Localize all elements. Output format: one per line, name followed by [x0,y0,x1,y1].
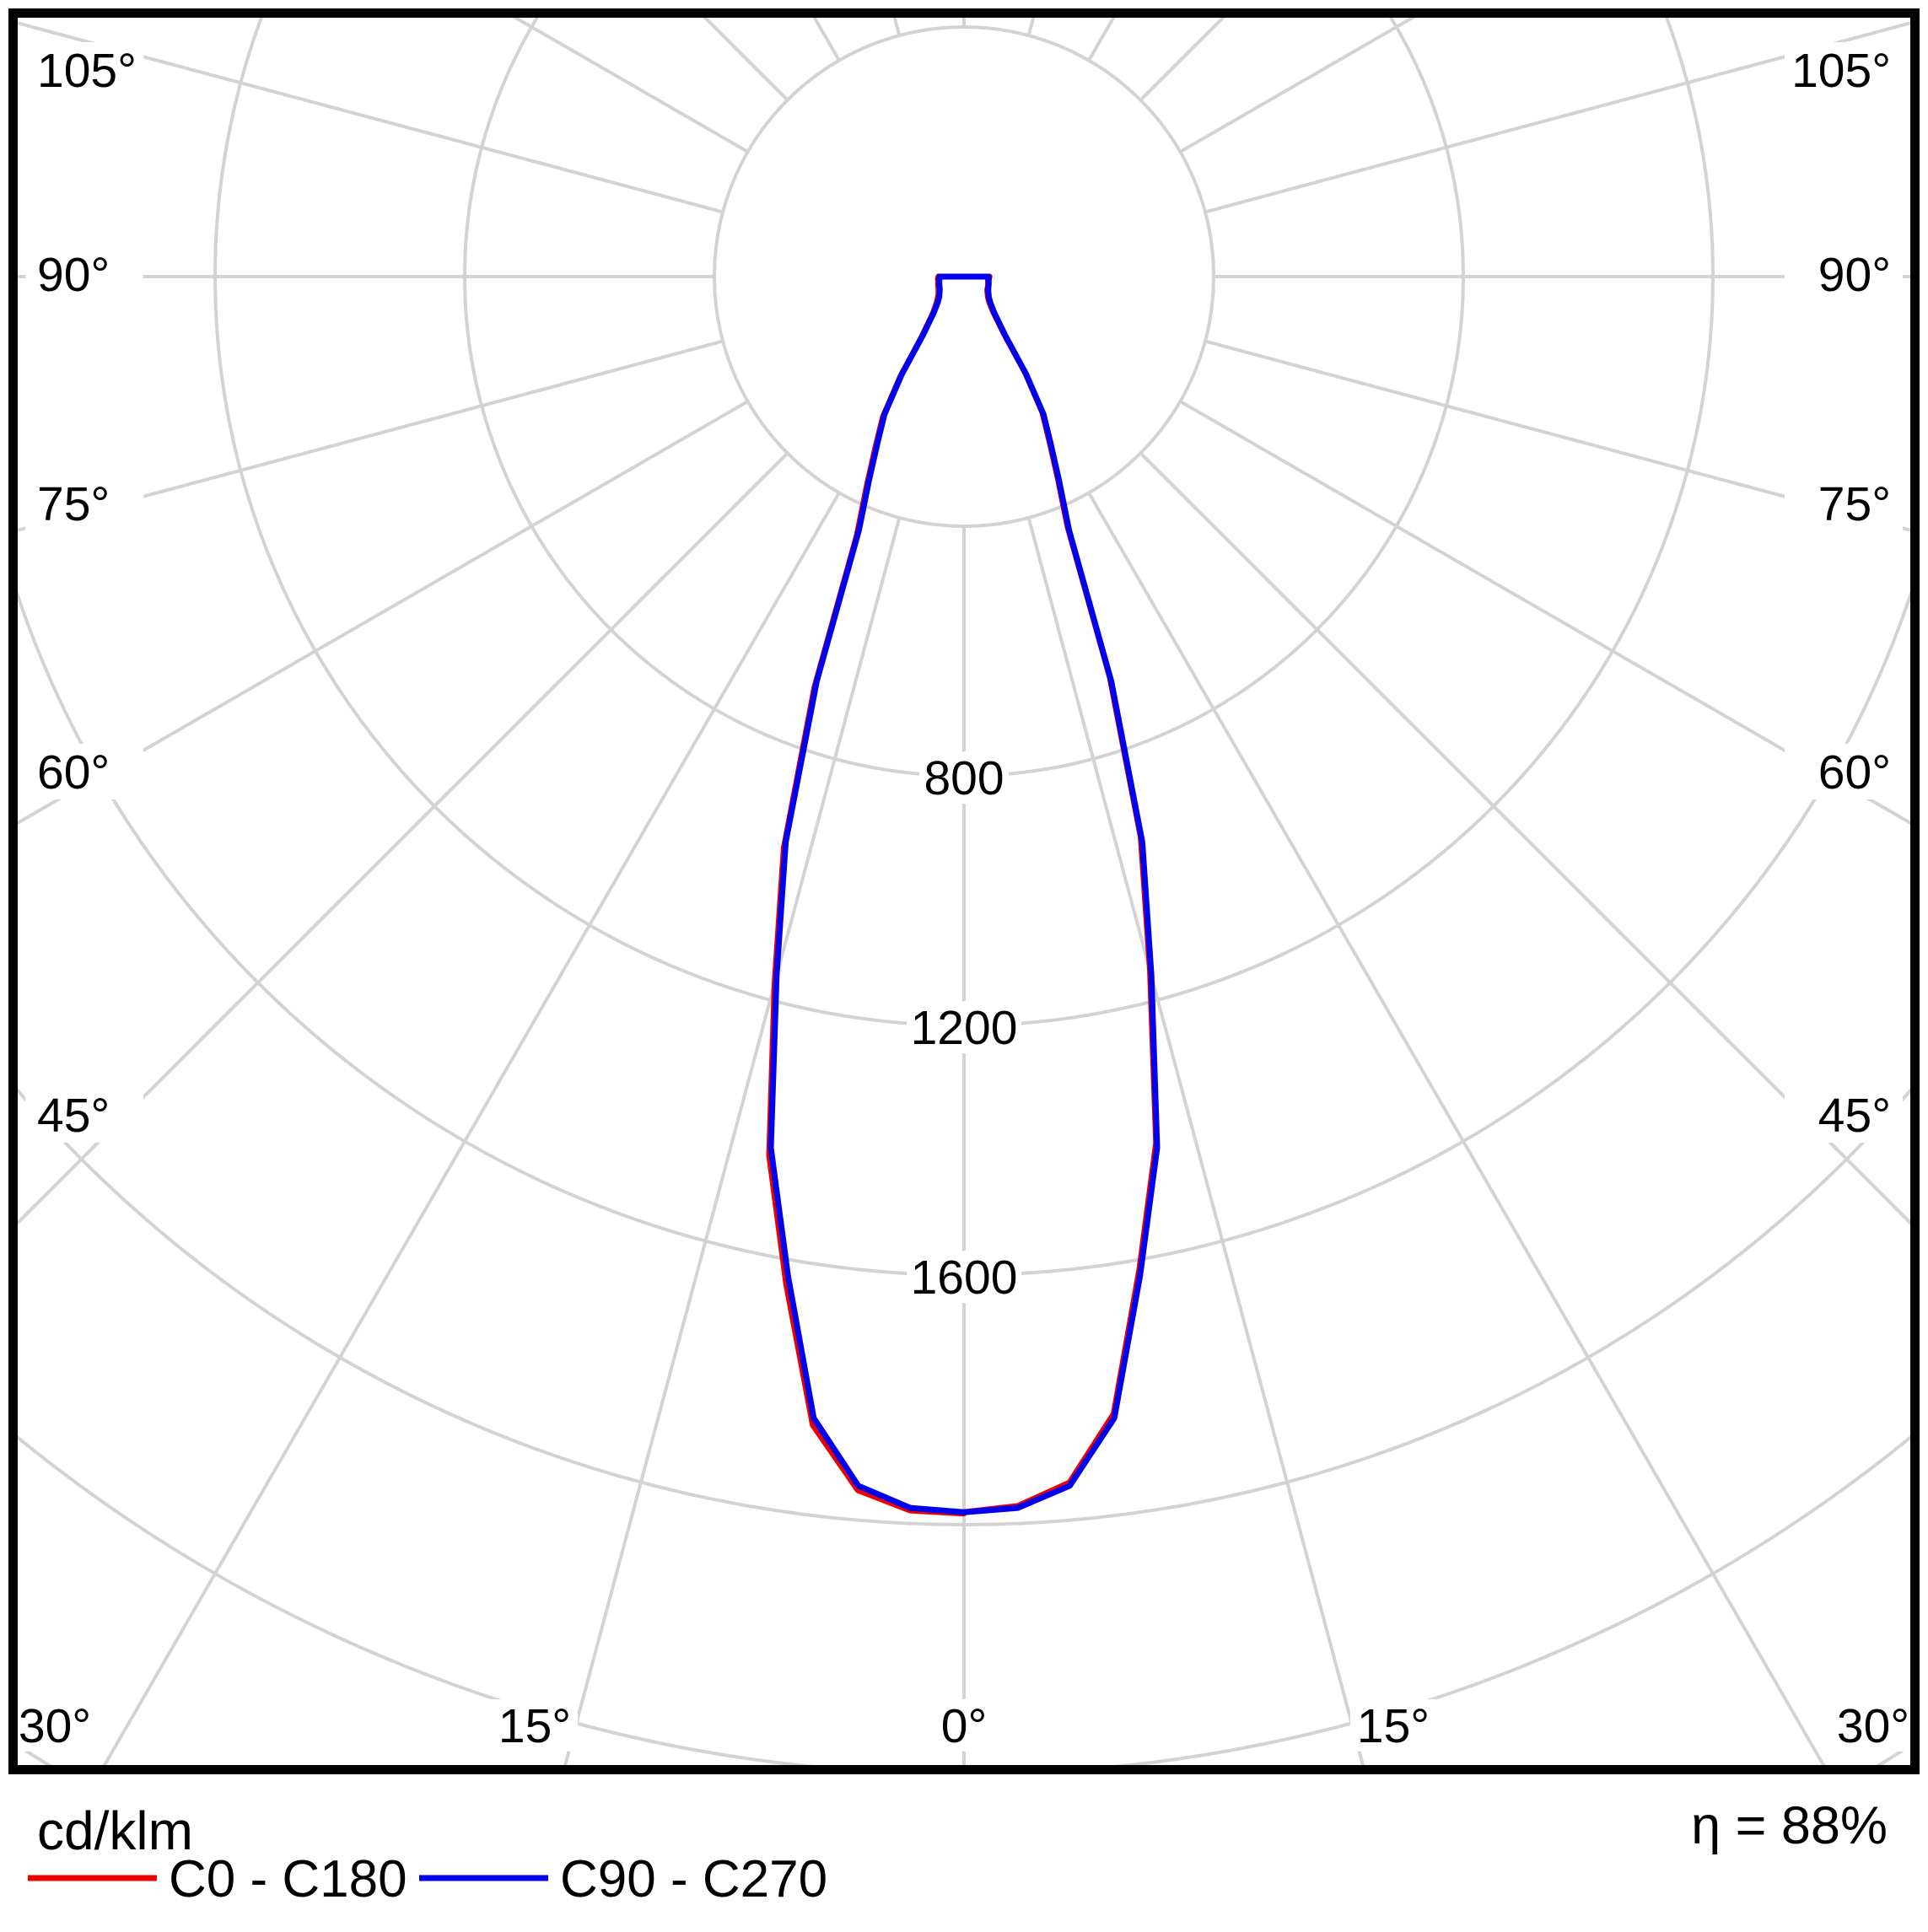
ring-value-label-mask [907,1251,1021,1303]
grid-radial-line [1026,18,1036,36]
grid-radial-line [18,400,749,826]
plot-border [8,8,1920,1774]
angle-label-right-mask [1785,246,1903,302]
angle-label-left-mask [25,1087,143,1143]
angle-label-right: 45° [1818,1089,1891,1143]
angle-label-left: 105° [37,44,137,98]
grid-radial-line [563,517,902,1765]
legend-label-c90-c270: C90 - C270 [560,1850,827,1908]
grid-radial-line [18,339,724,532]
angle-label-right: 75° [1818,477,1891,531]
grid-radial-line [18,21,724,214]
angle-label-left-mask [25,246,143,302]
angle-label-bottom: 30° [1837,1699,1909,1753]
angle-label-left: 75° [37,477,110,531]
angle-label-right-mask [1785,42,1903,98]
angle-label-left-mask [25,476,143,531]
grid-radial-line [1204,339,1910,532]
angle-label-left-mask [25,744,143,799]
ring-value-label: 800 [924,751,1004,805]
intensity-curves [766,273,1161,1517]
angle-label-bottom-mask [1830,1699,1916,1752]
angle-label-right-mask [1785,476,1903,531]
ring-value-label: 1600 [911,1251,1018,1305]
grid-labels: 105° 90° 75° 60° 45° 105° 90° 75° 60° 45° 30° 15° 0°… [12,42,1916,1753]
angle-label-right: 90° [1818,248,1891,302]
grid-radial-line [1087,492,1826,1765]
unit-label: cd/klm [37,1800,193,1861]
angle-label-bottom-mask [12,1699,98,1752]
angle-label-bottom: 15° [498,1699,571,1753]
angle-label-right-mask [1785,744,1903,799]
grid-radial-line [892,18,902,36]
angle-label-bottom: 0° [941,1699,988,1753]
ring-value-label-mask [919,751,1009,804]
legend-label-c0-c180: C0 - C180 [169,1850,407,1908]
angle-label-left: 60° [37,745,110,799]
angle-label-bottom-mask [934,1699,994,1752]
angle-label-bottom: 30° [19,1699,91,1753]
angle-label-bottom: 15° [1357,1699,1430,1753]
angle-label-left: 90° [37,248,110,302]
grid-radial-line [102,492,841,1765]
angle-label-right-mask [1785,1087,1903,1143]
grid-radial-line [1026,517,1365,1765]
grid-radial-line [1204,21,1910,214]
efficiency-value: η = 88% [1691,1796,1888,1855]
curve-c90-c270 [767,273,1161,1515]
angle-label-bottom-mask [492,1699,578,1752]
ring-value-label-mask [907,1001,1021,1053]
angle-label-right: 105° [1791,44,1891,98]
angle-label-left-mask [25,42,143,98]
grid-radial-line [1179,400,1910,826]
angle-label-bottom-mask [1350,1699,1436,1752]
angle-label-left: 45° [37,1089,110,1143]
angle-label-right: 60° [1818,745,1891,799]
ring-value-label: 1200 [911,1001,1018,1055]
legend: cd/klm C0 - C180 C90 - C270 η = 88% [28,1796,1888,1908]
